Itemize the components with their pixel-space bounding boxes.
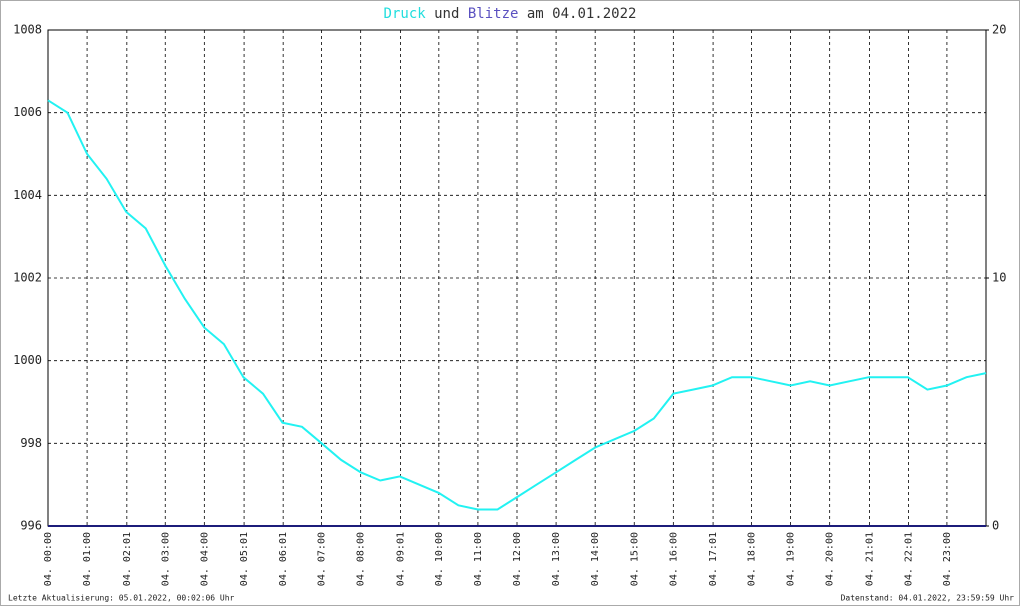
title-part: Blitze bbox=[468, 6, 519, 22]
x-tick-label: 04. 21:01 bbox=[864, 532, 875, 586]
x-tick-label: 04. 03:00 bbox=[160, 532, 171, 586]
title-part: Druck bbox=[384, 6, 427, 22]
x-tick-label: 04. 22:01 bbox=[903, 532, 914, 586]
x-tick-label: 04. 00:00 bbox=[43, 532, 54, 586]
x-tick-label: 04. 06:01 bbox=[278, 532, 289, 586]
series-line bbox=[47, 99, 987, 511]
x-tick-label: 04. 14:00 bbox=[590, 532, 601, 586]
y2-tick-label: 0 bbox=[992, 519, 999, 533]
x-tick-label: 04. 01:00 bbox=[82, 532, 93, 586]
y-tick-label: 1008 bbox=[13, 23, 42, 37]
footer-right: Datenstand: 04.01.2022, 23:59:59 Uhr bbox=[841, 594, 1015, 603]
x-tick-label: 04. 04:00 bbox=[199, 532, 210, 586]
x-tick-label: 04. 05:01 bbox=[239, 532, 250, 586]
title-part: und bbox=[434, 6, 459, 22]
x-tick-label: 04. 19:00 bbox=[786, 532, 797, 586]
x-tick-label: 04. 15:00 bbox=[629, 532, 640, 586]
x-tick-label: 04. 07:00 bbox=[317, 532, 328, 586]
y-tick-label: 1000 bbox=[13, 353, 42, 367]
x-tick-label: 04. 16:00 bbox=[668, 532, 679, 586]
chart-title: Druck und Blitze am 04.01.2022 bbox=[384, 6, 637, 22]
x-tick-label: 04. 10:00 bbox=[434, 532, 445, 586]
x-tick-label: 04. 12:00 bbox=[512, 532, 523, 586]
x-tick-label: 04. 13:00 bbox=[551, 532, 562, 586]
title-part: am 04.01.2022 bbox=[527, 6, 637, 22]
x-tick-label: 04. 17:01 bbox=[708, 532, 719, 586]
x-tick-label: 04. 23:00 bbox=[942, 532, 953, 586]
x-tick-label: 04. 09:01 bbox=[395, 532, 406, 586]
y-tick-label: 998 bbox=[20, 436, 42, 450]
y-tick-label: 996 bbox=[20, 519, 42, 533]
x-tick-label: 04. 18:00 bbox=[747, 532, 758, 586]
y-tick-label: 1006 bbox=[13, 105, 42, 119]
y2-tick-label: 10 bbox=[992, 271, 1006, 285]
footer-left: Letzte Aktualisierung: 05.01.2022, 00:02… bbox=[8, 594, 235, 603]
x-tick-label: 04. 20:00 bbox=[825, 532, 836, 586]
y-tick-label: 1004 bbox=[13, 188, 42, 202]
y2-tick-label: 20 bbox=[992, 23, 1006, 37]
y-tick-label: 1002 bbox=[13, 271, 42, 285]
x-tick-label: 04. 08:00 bbox=[356, 532, 367, 586]
x-tick-label: 04. 02:01 bbox=[122, 532, 133, 586]
x-tick-label: 04. 11:00 bbox=[473, 532, 484, 586]
